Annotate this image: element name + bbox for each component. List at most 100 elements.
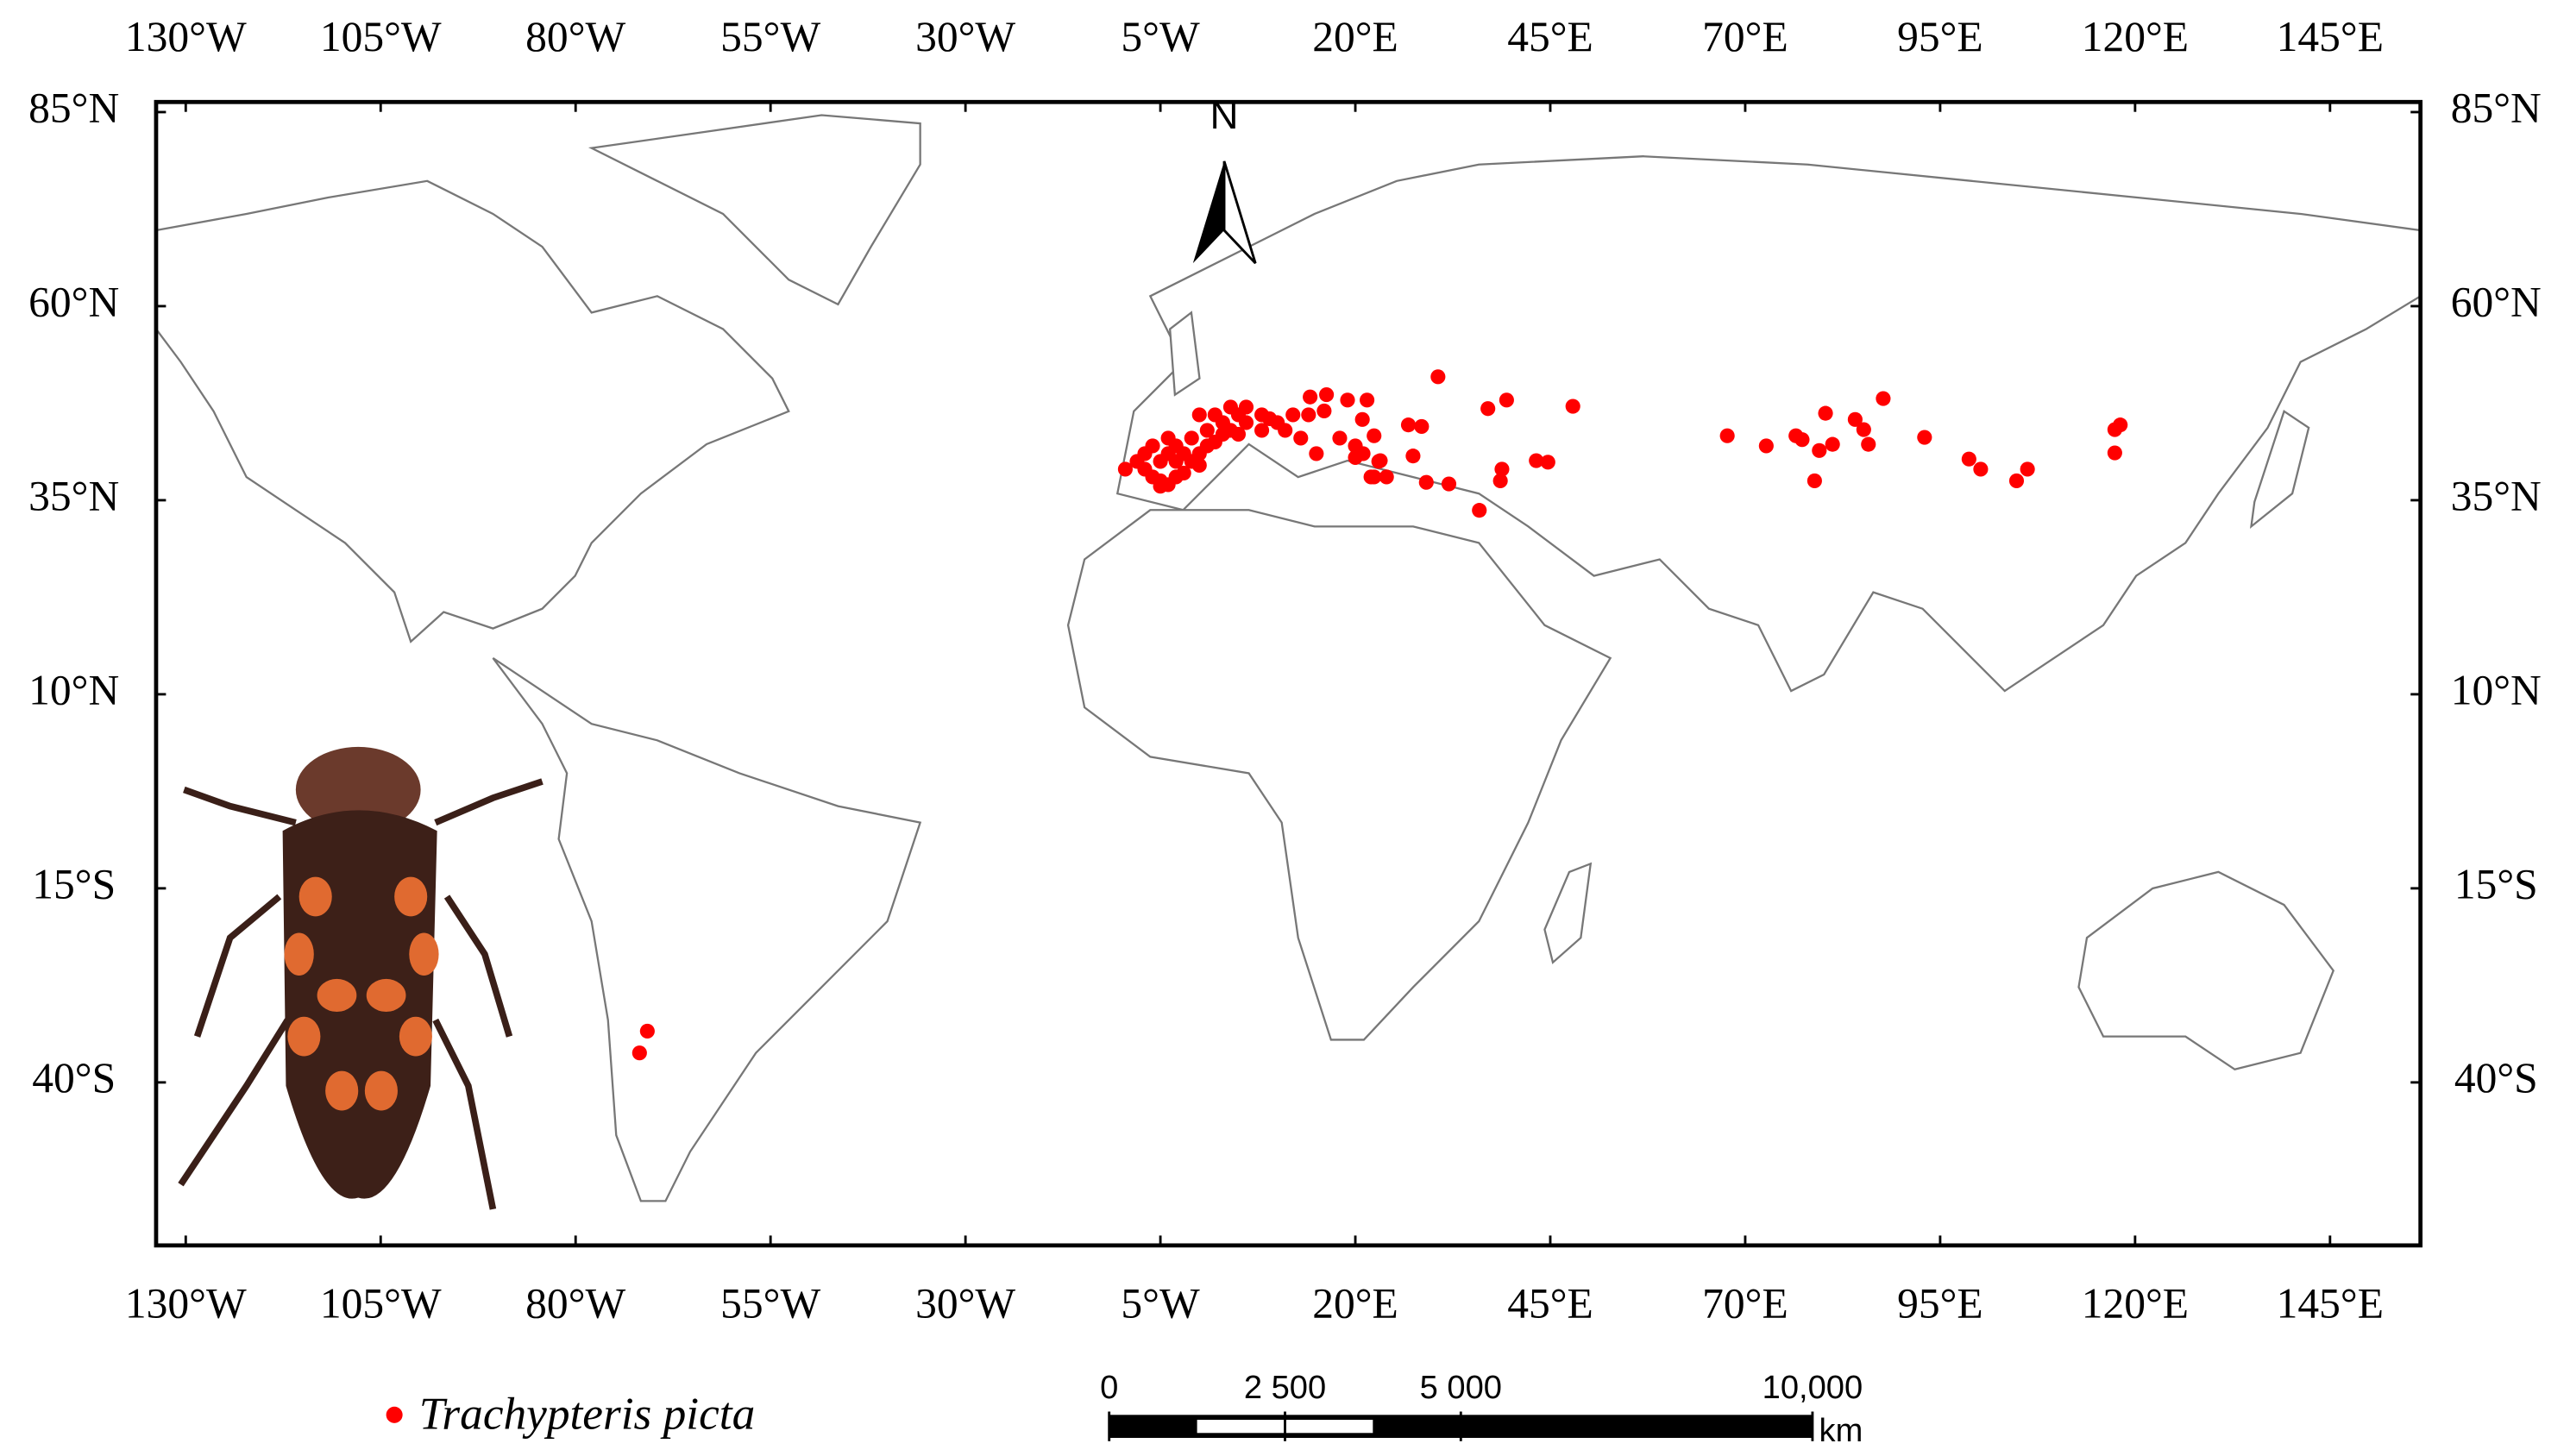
legend-label: Trachypteris picta [419, 1387, 756, 1439]
y-tick-label: 85°N [28, 84, 119, 131]
occurrence-point [1262, 411, 1278, 427]
y-tick-label: 10°N [2451, 666, 2542, 713]
y-tick-label: 60°N [2451, 278, 2542, 325]
occurrence-point [1492, 473, 1508, 489]
occurrence-point [1117, 461, 1133, 477]
occurrence-point [1499, 392, 1514, 408]
occurrence-point [1168, 454, 1184, 469]
south-america [492, 656, 922, 1202]
x-tick-label: 145°E [2277, 1280, 2384, 1327]
occurrence-point [1418, 474, 1434, 490]
occurrence-point [1371, 454, 1386, 469]
occurrence-point [1191, 457, 1207, 474]
occurrence-point [1441, 476, 1457, 492]
x-tick-label: 5°W [1121, 1280, 1200, 1327]
x-tick-label: 130°W [125, 13, 247, 60]
occurrence-point [632, 1045, 647, 1061]
occurrence-point [1230, 426, 1247, 442]
occurrence-point [1856, 422, 1871, 437]
y-tick-label: 15°S [2454, 860, 2538, 907]
occurrence-point [1191, 407, 1207, 423]
north-america [154, 179, 790, 643]
occurrence-point [1176, 465, 1191, 481]
y-tick-label: 40°S [2454, 1054, 2538, 1101]
y-tick-label: 35°N [28, 472, 119, 519]
occurrence-point [1184, 430, 1199, 446]
scale-bar: 0 2 500 5 000 10,000 km [1100, 1369, 1863, 1449]
y-tick-label: 10°N [28, 666, 119, 713]
occurrence-point [1316, 403, 1332, 419]
occurrence-point [1238, 399, 1254, 415]
y-tick-label: 35°N [2451, 472, 2542, 519]
x-tick-label: 55°W [720, 1280, 820, 1327]
x-tick-label: 5°W [1121, 13, 1200, 60]
occurrence-point [1293, 430, 1309, 446]
occurrence-point [1794, 432, 1810, 448]
land [154, 114, 2422, 1202]
north-arrow: N [1192, 93, 1257, 265]
occurrence-point [1354, 411, 1370, 427]
occurrence-point [1160, 430, 1176, 446]
occurrence-point [1303, 389, 1318, 405]
occurrence-point [1340, 392, 1355, 408]
y-tick-label: 85°N [2451, 84, 2542, 131]
occurrence-point [1285, 407, 1301, 423]
occurrence-point [1480, 401, 1496, 417]
australia [2077, 870, 2335, 1071]
occurrence-point [1917, 430, 1932, 445]
occurrence-point [1861, 436, 1876, 452]
occurrence-point [1847, 411, 1863, 427]
japan [2249, 410, 2310, 530]
scale-bar-segment [1373, 1420, 1461, 1434]
x-tick-label: 120°E [2082, 1280, 2189, 1327]
occurrence-point [1540, 455, 1555, 470]
occurrence-point [1319, 386, 1335, 403]
occurrence-point [1207, 407, 1222, 423]
occurrence-point [2008, 473, 2025, 489]
map-frame [154, 99, 2423, 1248]
africa [1066, 509, 1612, 1041]
occurrence-point [1379, 469, 1394, 485]
x-tick-label: 30°W [915, 13, 1015, 60]
x-tick-label: 130°W [125, 1280, 247, 1327]
x-tick-label: 105°W [320, 1280, 442, 1327]
occurrence-point [1301, 407, 1316, 423]
scale-bar-segment [1197, 1420, 1285, 1434]
occurrence-point [1807, 473, 1822, 489]
scale-label: 10,000 [1763, 1369, 1863, 1406]
occurrence-point [1414, 418, 1430, 435]
occurrence-point [1153, 479, 1168, 494]
x-tick-label: 20°E [1312, 1280, 1398, 1327]
occurrence-point [1430, 369, 1446, 385]
occurrence-point [1222, 399, 1238, 415]
occurrence-point [1719, 428, 1735, 443]
occurrence-point [1565, 399, 1580, 414]
eurasia [1115, 155, 2422, 693]
occurrence-point [1494, 461, 1510, 477]
x-tick-label: 80°W [525, 13, 625, 60]
occurrence-point [1825, 436, 1840, 452]
x-tick-label: 30°W [915, 1280, 1015, 1327]
x-tick-label: 55°W [720, 13, 820, 60]
x-tick-label: 45°E [1507, 13, 1593, 60]
occurrence-point [1876, 391, 1891, 406]
occurrence-point [1363, 469, 1379, 485]
x-tick-label: 145°E [2277, 13, 2384, 60]
madagascar [1543, 862, 1593, 964]
scale-label: 5 000 [1420, 1369, 1502, 1406]
y-tick-label: 15°S [32, 860, 116, 907]
occurrence-point [1367, 428, 1382, 443]
x-tick-label: 45°E [1507, 1280, 1593, 1327]
occurrence-point [1238, 415, 1254, 430]
occurrence-point [1961, 451, 1976, 467]
occurrence-point [1812, 442, 1827, 458]
scale-unit: km [1819, 1412, 1863, 1449]
occurrence-point [1529, 453, 1544, 468]
y-tick-label: 40°S [32, 1054, 116, 1101]
x-tick-label: 70°E [1702, 13, 1788, 60]
occurrence-point [2113, 417, 2128, 433]
scale-label: 0 [1100, 1369, 1118, 1406]
scale-bar-segment [1285, 1420, 1373, 1434]
x-tick-label: 105°W [320, 13, 442, 60]
x-tick-label: 70°E [1702, 1280, 1788, 1327]
